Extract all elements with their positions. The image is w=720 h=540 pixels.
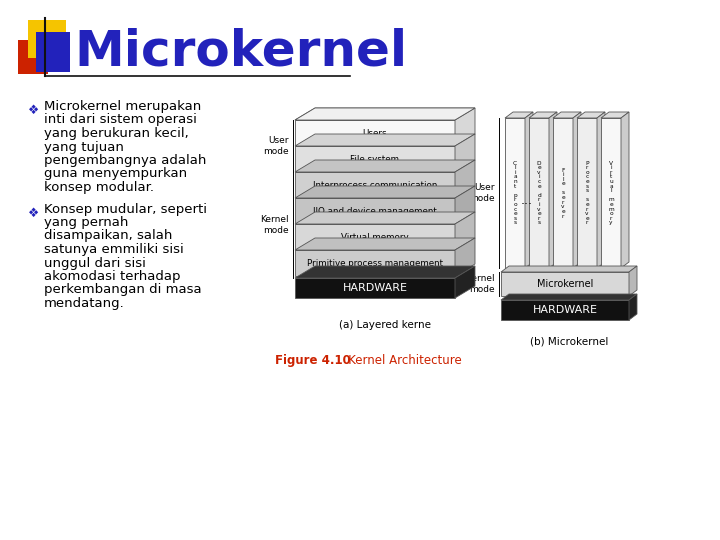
Polygon shape <box>455 212 475 250</box>
Text: satunya emmiliki sisi: satunya emmiliki sisi <box>44 243 184 256</box>
Polygon shape <box>295 266 475 278</box>
Text: pengembangnya adalah: pengembangnya adalah <box>44 154 207 167</box>
Polygon shape <box>553 112 581 118</box>
Text: (a) Layered kerne: (a) Layered kerne <box>339 320 431 330</box>
Text: guna menyempurkan: guna menyempurkan <box>44 167 187 180</box>
Polygon shape <box>601 112 629 118</box>
Text: V
i
r
t
u
a
l
 
m
e
m
o
r
y: V i r t u a l m e m o r y <box>608 160 614 225</box>
Text: Microkernel merupakan: Microkernel merupakan <box>44 100 202 113</box>
Polygon shape <box>573 112 581 268</box>
Polygon shape <box>629 294 637 320</box>
Text: Microkernel: Microkernel <box>74 28 407 76</box>
Polygon shape <box>295 172 455 198</box>
Polygon shape <box>553 118 573 268</box>
Polygon shape <box>295 224 455 250</box>
Text: C
l
i
a
n
t
 
p
r
o
c
e
s
s: C l i a n t p r o c e s s <box>513 160 517 225</box>
Polygon shape <box>295 278 455 298</box>
Polygon shape <box>505 112 533 118</box>
Text: Figure 4.10: Figure 4.10 <box>275 354 351 367</box>
Bar <box>28 20 66 58</box>
Polygon shape <box>455 266 475 298</box>
Polygon shape <box>629 266 637 296</box>
Polygon shape <box>295 134 475 146</box>
Bar <box>36 32 70 72</box>
Text: ...: ... <box>521 194 533 207</box>
Polygon shape <box>295 250 455 276</box>
Polygon shape <box>501 266 637 272</box>
Polygon shape <box>501 272 629 296</box>
Polygon shape <box>455 160 475 198</box>
Text: P
r
o
c
e
s
s
 
s
e
r
v
e
r: P r o c e s s s e r v e r <box>585 160 589 225</box>
Text: perkembangan di masa: perkembangan di masa <box>44 284 202 296</box>
Text: konsep modular.: konsep modular. <box>44 181 154 194</box>
Text: File system: File system <box>351 154 400 164</box>
Polygon shape <box>505 118 525 268</box>
Polygon shape <box>295 120 455 146</box>
Polygon shape <box>295 198 455 224</box>
Text: Virtual memory: Virtual memory <box>341 233 409 241</box>
Polygon shape <box>601 118 621 268</box>
Text: Konsep mudular, seperti: Konsep mudular, seperti <box>44 202 207 215</box>
Polygon shape <box>455 134 475 172</box>
Text: User
mode: User mode <box>469 183 495 202</box>
Text: User
mode: User mode <box>264 136 289 156</box>
Polygon shape <box>295 108 475 120</box>
Text: unggul dari sisi: unggul dari sisi <box>44 256 146 269</box>
Text: IIO and device management: IIO and device management <box>313 206 437 215</box>
Polygon shape <box>597 112 605 268</box>
Text: akomodasi terhadap: akomodasi terhadap <box>44 270 181 283</box>
Polygon shape <box>455 186 475 224</box>
Polygon shape <box>295 146 455 172</box>
Polygon shape <box>455 238 475 276</box>
Text: ❖: ❖ <box>28 104 40 117</box>
Text: yang tujuan: yang tujuan <box>44 140 124 153</box>
Text: mendatang.: mendatang. <box>44 297 125 310</box>
Polygon shape <box>295 108 475 120</box>
Text: Kernel
mode: Kernel mode <box>467 274 495 294</box>
Text: HARDWARE: HARDWARE <box>533 305 598 315</box>
Polygon shape <box>295 186 475 198</box>
Polygon shape <box>525 112 533 268</box>
Text: Kernel
mode: Kernel mode <box>261 215 289 235</box>
Text: ❖: ❖ <box>28 206 40 219</box>
Polygon shape <box>501 294 637 300</box>
Polygon shape <box>529 112 557 118</box>
Polygon shape <box>577 112 605 118</box>
Polygon shape <box>295 160 475 172</box>
Text: Kernel Architecture: Kernel Architecture <box>337 354 462 367</box>
Text: F
i
l
e
 
s
e
r
v
e
r: F i l e s e r v e r <box>561 167 565 219</box>
Polygon shape <box>455 108 475 146</box>
Text: Primitive process management: Primitive process management <box>307 259 443 267</box>
Bar <box>18 40 48 74</box>
Polygon shape <box>295 212 475 224</box>
Text: HARDWARE: HARDWARE <box>343 283 408 293</box>
Text: inti dari sistem operasi: inti dari sistem operasi <box>44 113 197 126</box>
Text: Users: Users <box>363 129 387 138</box>
Text: Microkernel: Microkernel <box>537 279 593 289</box>
Text: D
e
v
i
c
e
 
d
r
i
v
e
r
s: D e v i c e d r i v e r s <box>536 160 541 225</box>
Polygon shape <box>549 112 557 268</box>
Polygon shape <box>529 118 549 268</box>
Text: yang pernah: yang pernah <box>44 216 128 229</box>
Text: (b) Microkernel: (b) Microkernel <box>530 336 608 346</box>
Text: Interprocess communication: Interprocess communication <box>312 180 437 190</box>
Polygon shape <box>621 112 629 268</box>
Polygon shape <box>577 118 597 268</box>
Text: yang berukuran kecil,: yang berukuran kecil, <box>44 127 189 140</box>
Text: disampaikan, salah: disampaikan, salah <box>44 230 172 242</box>
Polygon shape <box>501 300 629 320</box>
Polygon shape <box>295 238 475 250</box>
